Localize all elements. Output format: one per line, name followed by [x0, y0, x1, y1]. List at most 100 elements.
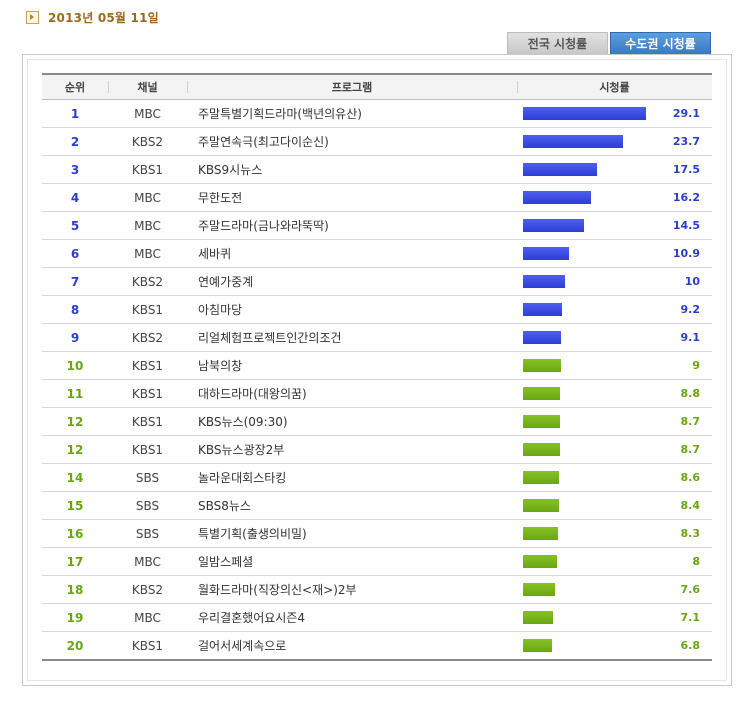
rank-cell: 11	[42, 379, 108, 408]
table-row: 12 KBS1 KBS뉴스광장2부 8.7	[42, 435, 712, 464]
rating-bar	[523, 163, 597, 176]
rating-value: 8.4	[680, 499, 701, 512]
rating-bar	[523, 303, 562, 316]
table-row: 16 SBS 특별기획(출생의비밀) 8.3	[42, 519, 712, 548]
rating-value: 8.6	[680, 471, 701, 484]
rank-cell: 1	[42, 99, 108, 128]
table-row: 1 MBC 주말특별기획드라마(백년의유산) 29.1	[42, 99, 712, 128]
program-cell: 일밤스페셜	[187, 547, 517, 576]
rank-cell: 3	[42, 155, 108, 184]
table-row: 7 KBS2 연예가중계 10	[42, 267, 712, 296]
rank-cell: 9	[42, 323, 108, 352]
rating-value: 8.3	[680, 527, 701, 540]
date-label: 2013년 05월 11일	[48, 10, 159, 25]
channel-cell: KBS1	[108, 631, 187, 661]
table-row: 12 KBS1 KBS뉴스(09:30) 8.7	[42, 407, 712, 436]
rating-value: 9.2	[680, 303, 701, 316]
rating-bar	[523, 275, 565, 288]
table-row: 6 MBC 세바퀴 10.9	[42, 239, 712, 268]
channel-cell: MBC	[108, 211, 187, 240]
rating-cell: 8.7	[517, 435, 712, 464]
table-row: 20 KBS1 걸어서세계속으로 6.8	[42, 631, 712, 661]
header-rank: 순위	[42, 73, 108, 100]
channel-cell: MBC	[108, 603, 187, 632]
header-rating: 시청률	[517, 73, 712, 100]
channel-cell: KBS1	[108, 435, 187, 464]
tab-national-rating[interactable]: 전국 시청률	[507, 32, 608, 54]
rank-cell: 12	[42, 407, 108, 436]
rating-bar	[523, 443, 560, 456]
rating-value: 10.9	[672, 247, 700, 260]
rating-bar	[523, 135, 623, 148]
rating-cell: 8.3	[517, 519, 712, 548]
table-row: 14 SBS 놀라운대회스타킹 8.6	[42, 463, 712, 492]
program-cell: KBS뉴스광장2부	[187, 435, 517, 464]
table-row: 9 KBS2 리얼체험프로젝트인간의조건 9.1	[42, 323, 712, 352]
channel-cell: KBS1	[108, 351, 187, 380]
rating-cell: 8	[517, 547, 712, 576]
table-row: 11 KBS1 대하드라마(대왕의꿈) 8.8	[42, 379, 712, 408]
rating-bar	[523, 639, 552, 652]
channel-cell: MBC	[108, 547, 187, 576]
rank-cell: 20	[42, 631, 108, 661]
program-cell: 남북의창	[187, 351, 517, 380]
rating-value: 8.8	[680, 387, 701, 400]
rating-bar	[523, 359, 561, 372]
rating-value: 8.7	[680, 443, 701, 456]
rank-cell: 12	[42, 435, 108, 464]
rating-cell: 8.6	[517, 463, 712, 492]
rating-value: 8	[692, 555, 700, 568]
program-cell: KBS9시뉴스	[187, 155, 517, 184]
rating-bar	[523, 191, 591, 204]
rating-bar	[523, 611, 553, 624]
channel-cell: KBS1	[108, 155, 187, 184]
rank-cell: 15	[42, 491, 108, 520]
rating-bar	[523, 527, 558, 540]
table-row: 5 MBC 주말드라마(금나와라뚝딱) 14.5	[42, 211, 712, 240]
rank-cell: 10	[42, 351, 108, 380]
rank-cell: 7	[42, 267, 108, 296]
channel-cell: KBS2	[108, 127, 187, 156]
program-cell: 주말특별기획드라마(백년의유산)	[187, 99, 517, 128]
table-row: 2 KBS2 주말연속극(최고다이순신) 23.7	[42, 127, 712, 156]
rating-value: 23.7	[672, 135, 700, 148]
program-cell: 연예가중계	[187, 267, 517, 296]
rating-value: 10	[684, 275, 700, 288]
rating-bar	[523, 471, 559, 484]
rating-bar	[523, 219, 584, 232]
header-channel: 채널	[108, 73, 187, 100]
rating-bar	[523, 499, 559, 512]
channel-cell: KBS1	[108, 407, 187, 436]
rating-cell: 10.9	[517, 239, 712, 268]
rating-value: 29.1	[672, 107, 700, 120]
table-row: 17 MBC 일밤스페셜 8	[42, 547, 712, 576]
program-cell: 무한도전	[187, 183, 517, 212]
rating-cell: 7.1	[517, 603, 712, 632]
channel-cell: KBS2	[108, 267, 187, 296]
rating-value: 9.1	[680, 331, 701, 344]
program-cell: 주말드라마(금나와라뚝딱)	[187, 211, 517, 240]
program-cell: 아침마당	[187, 295, 517, 324]
table-row: 3 KBS1 KBS9시뉴스 17.5	[42, 155, 712, 184]
channel-cell: MBC	[108, 183, 187, 212]
rank-cell: 6	[42, 239, 108, 268]
channel-cell: MBC	[108, 99, 187, 128]
channel-cell: KBS1	[108, 379, 187, 408]
table-row: 8 KBS1 아침마당 9.2	[42, 295, 712, 324]
tab-capital-rating[interactable]: 수도권 시청률	[610, 32, 711, 54]
rating-cell: 9.2	[517, 295, 712, 324]
rating-cell: 14.5	[517, 211, 712, 240]
ratings-table: 순위 채널 프로그램 시청률 1 MBC 주말특별기획드라마(백년의유산) 29.1 2…	[42, 73, 712, 661]
rating-value: 7.6	[680, 583, 701, 596]
channel-cell: SBS	[108, 519, 187, 548]
table-row: 10 KBS1 남북의창 9	[42, 351, 712, 380]
rank-cell: 14	[42, 463, 108, 492]
program-cell: 놀라운대회스타킹	[187, 463, 517, 492]
table-row: 18 KBS2 월화드라마(직장의신<재>)2부 7.6	[42, 575, 712, 604]
rating-value: 17.5	[672, 163, 700, 176]
channel-cell: MBC	[108, 239, 187, 268]
channel-cell: SBS	[108, 491, 187, 520]
rank-cell: 2	[42, 127, 108, 156]
rating-bar	[523, 107, 646, 120]
rating-cell: 8.8	[517, 379, 712, 408]
